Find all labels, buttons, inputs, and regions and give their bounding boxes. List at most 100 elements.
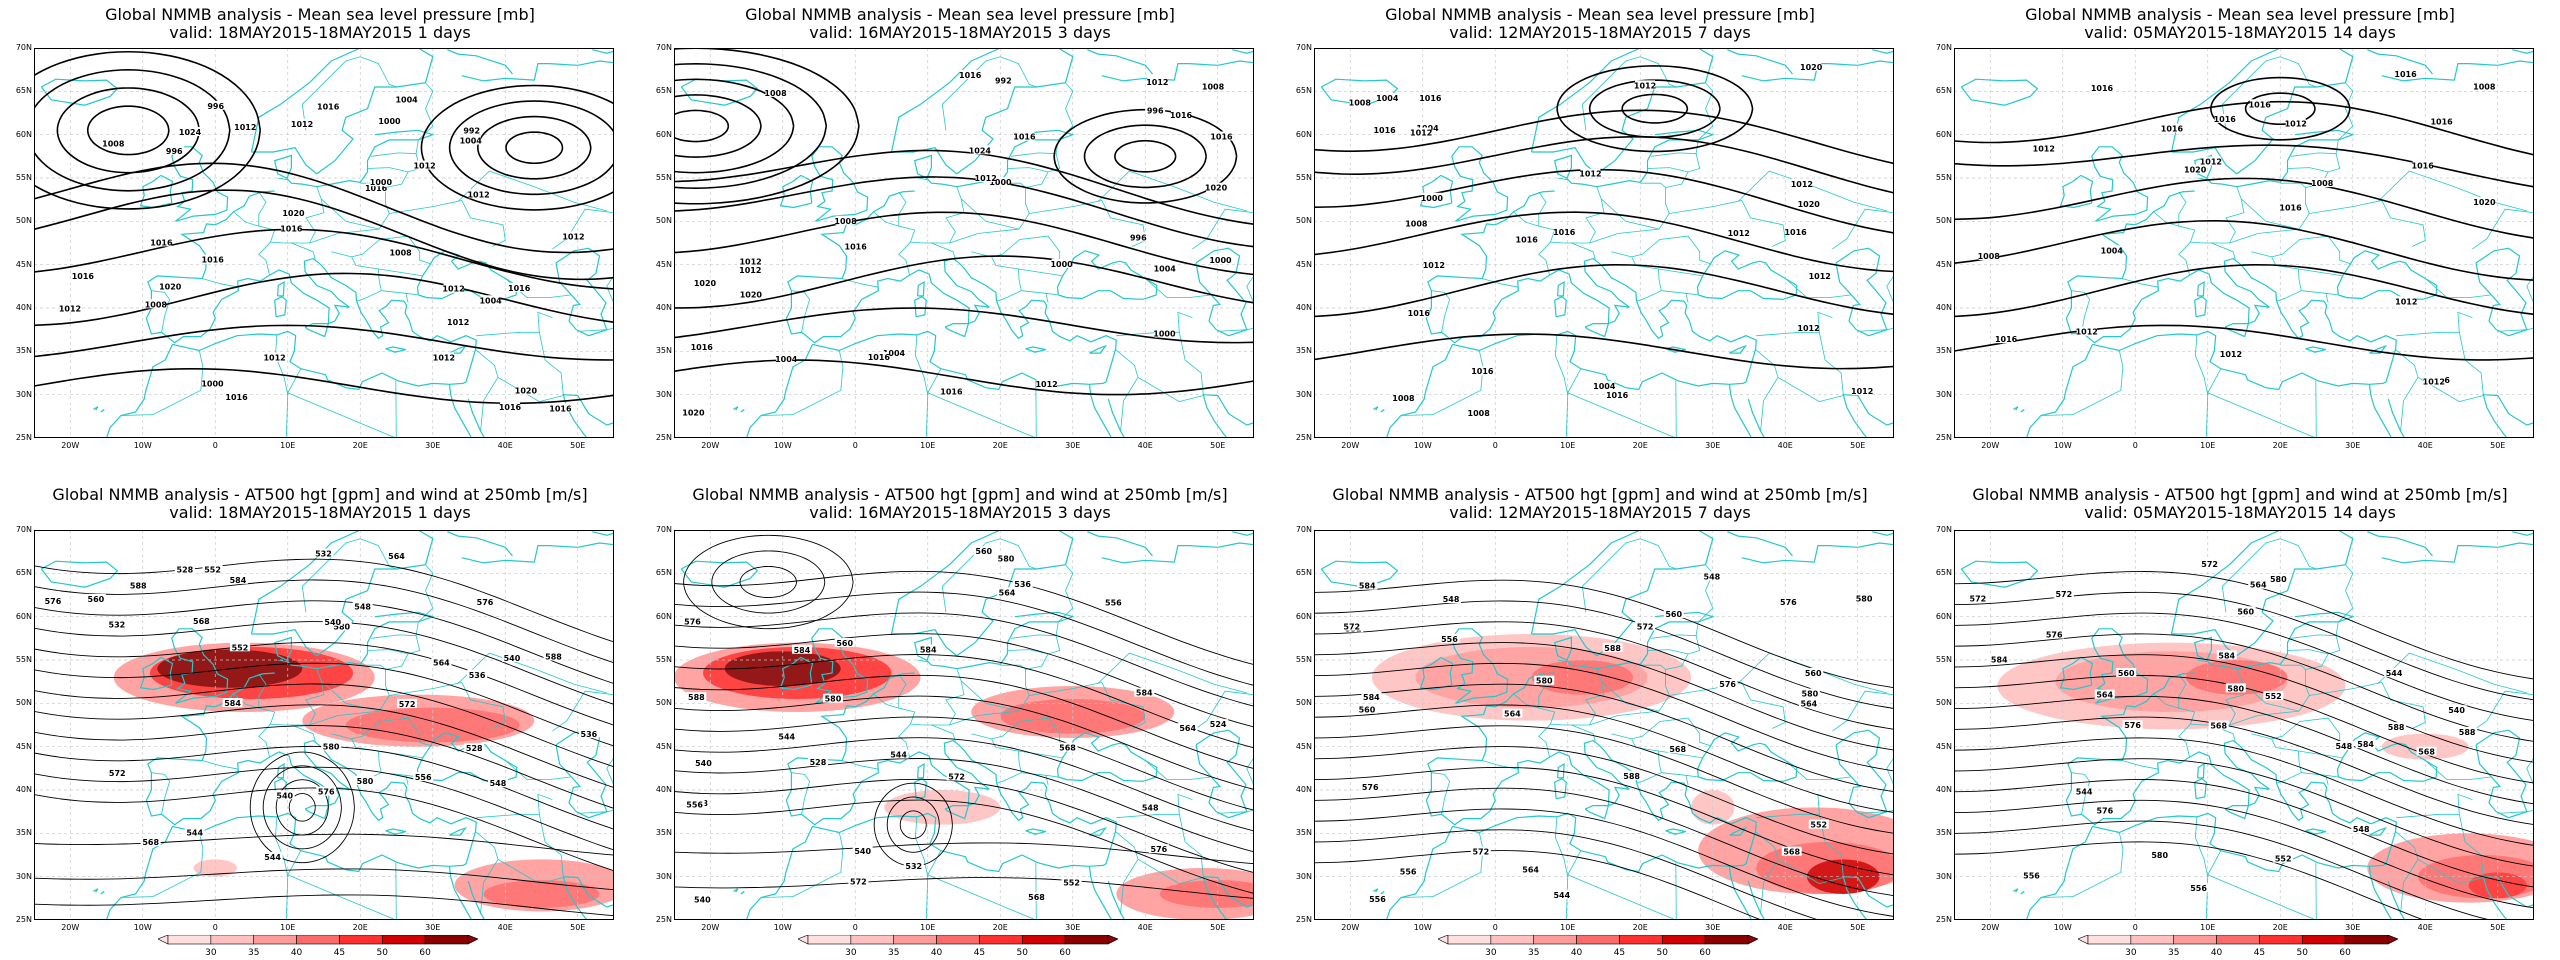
country-border xyxy=(927,874,1036,920)
country-border xyxy=(1857,327,1894,332)
lat-tick-label: 45N xyxy=(15,259,32,269)
lat-tick-label: 65N xyxy=(1295,568,1312,578)
colorbar-tick-label: 40 xyxy=(290,948,303,958)
country-border xyxy=(1192,690,1254,732)
coastline xyxy=(2483,876,2534,914)
country-border xyxy=(960,182,1030,230)
contour-label: 1016 xyxy=(549,404,572,413)
country-border xyxy=(1482,278,1519,288)
coastline xyxy=(1320,78,1399,106)
contour-label: 568 xyxy=(2418,748,2435,757)
contour-label: 996 xyxy=(1130,233,1147,242)
lat-tick-label: 40N xyxy=(1935,785,1952,794)
contour-label: 572 xyxy=(1970,594,1987,603)
contour-label: 560 xyxy=(1665,610,1682,619)
colorbar-box xyxy=(296,934,340,945)
lat-tick-label: 45N xyxy=(15,741,32,751)
lon-tick-label: 20E xyxy=(1632,923,1648,932)
lat-tick-label: 25N xyxy=(1295,433,1312,442)
contour-label: 568 xyxy=(142,838,159,847)
lat-tick-label: 30N xyxy=(1935,871,1952,881)
contour-label: 560 xyxy=(2118,669,2135,678)
country-border xyxy=(2040,414,2073,416)
contour-label: 580 xyxy=(1802,690,1819,699)
height-contour xyxy=(1954,695,2534,805)
wind-speed-shade xyxy=(483,880,600,908)
country-border xyxy=(2251,235,2351,265)
contour-label: 1012 xyxy=(1423,261,1445,270)
contour-label: 540 xyxy=(276,791,293,800)
height-contour xyxy=(1954,820,2492,920)
country-border xyxy=(552,208,614,250)
country-border xyxy=(2458,332,2484,395)
lat-tick-label: 55N xyxy=(655,173,672,182)
country-border xyxy=(1011,634,1057,639)
coastline xyxy=(171,146,229,222)
isobar xyxy=(420,84,614,211)
coastline xyxy=(1087,531,1153,557)
isobar xyxy=(674,149,1254,225)
lat-tick-label: 60N xyxy=(655,611,672,621)
contour-label: 584 xyxy=(2357,740,2374,749)
lat-tick-label: 45N xyxy=(1935,259,1952,269)
country-border xyxy=(151,290,171,333)
coastline xyxy=(1025,828,1047,835)
contour-label: 1004 xyxy=(775,355,798,364)
isobar xyxy=(34,324,614,361)
colorbar-tick-label: 40 xyxy=(930,948,943,958)
contour-label: 568 xyxy=(1059,744,1076,753)
lat-lon-grid xyxy=(34,48,614,438)
isobar xyxy=(1556,65,1754,153)
contour-label: 536 xyxy=(469,671,486,680)
coastline xyxy=(2369,344,2388,354)
coastline xyxy=(2368,866,2400,920)
isobar xyxy=(1314,211,1894,273)
country-border xyxy=(1685,775,1689,785)
height-contour xyxy=(674,799,1254,894)
lat-tick-label: 70N xyxy=(1935,525,1952,534)
contour-label: 560 xyxy=(1805,669,1822,678)
country-border xyxy=(1045,293,1049,303)
country-border xyxy=(2229,228,2300,244)
contour-label: 556 xyxy=(2023,871,2040,880)
contour-label: 1008 xyxy=(102,139,125,148)
country-border xyxy=(1431,290,1451,333)
isobar xyxy=(1588,79,1721,138)
lat-tick-label: 35N xyxy=(655,346,672,356)
isobars xyxy=(674,48,1254,396)
contour-label: 556 xyxy=(686,800,703,809)
colorbar-box xyxy=(2216,934,2260,945)
lat-tick-label: 30N xyxy=(655,871,672,881)
lat-tick-label: 65N xyxy=(1935,86,1952,96)
lon-tick-label: 0 xyxy=(852,441,858,450)
coastline xyxy=(447,531,513,557)
country-border xyxy=(2178,191,2187,226)
colorbar-box xyxy=(210,934,255,945)
contour-label: 992 xyxy=(463,127,480,136)
country-border xyxy=(1246,756,1254,786)
lat-tick-label: 40N xyxy=(15,785,32,794)
contour-label: 1008 xyxy=(1349,99,1372,108)
lat-tick-label: 35N xyxy=(655,828,672,838)
colorbar-box xyxy=(1490,934,1535,945)
contour-label: 580 xyxy=(1536,677,1553,686)
country-border xyxy=(418,538,434,623)
contour-label: 1016 xyxy=(2161,124,2184,133)
height-contour xyxy=(1314,579,1894,689)
coastline xyxy=(1530,530,1714,657)
wind-speed-shade xyxy=(345,707,520,743)
map-panel-slp-14d: Global NMMB analysis - Mean sea level pr… xyxy=(1920,0,2560,480)
contour-label: 1016 xyxy=(280,224,303,233)
colorbar-box xyxy=(1704,934,1749,945)
height-contour xyxy=(288,793,316,822)
contour-label: 1012 xyxy=(1809,272,1831,281)
country-border xyxy=(385,139,421,188)
country-border xyxy=(1035,862,1037,920)
contour-label: 588 xyxy=(2459,728,2476,737)
country-border xyxy=(2190,186,2245,244)
contour-label: 1004 xyxy=(1376,94,1399,103)
country-border xyxy=(371,634,417,639)
coastline xyxy=(1843,394,1894,432)
country-border xyxy=(202,278,239,288)
contour-label: 1016 xyxy=(150,238,173,247)
